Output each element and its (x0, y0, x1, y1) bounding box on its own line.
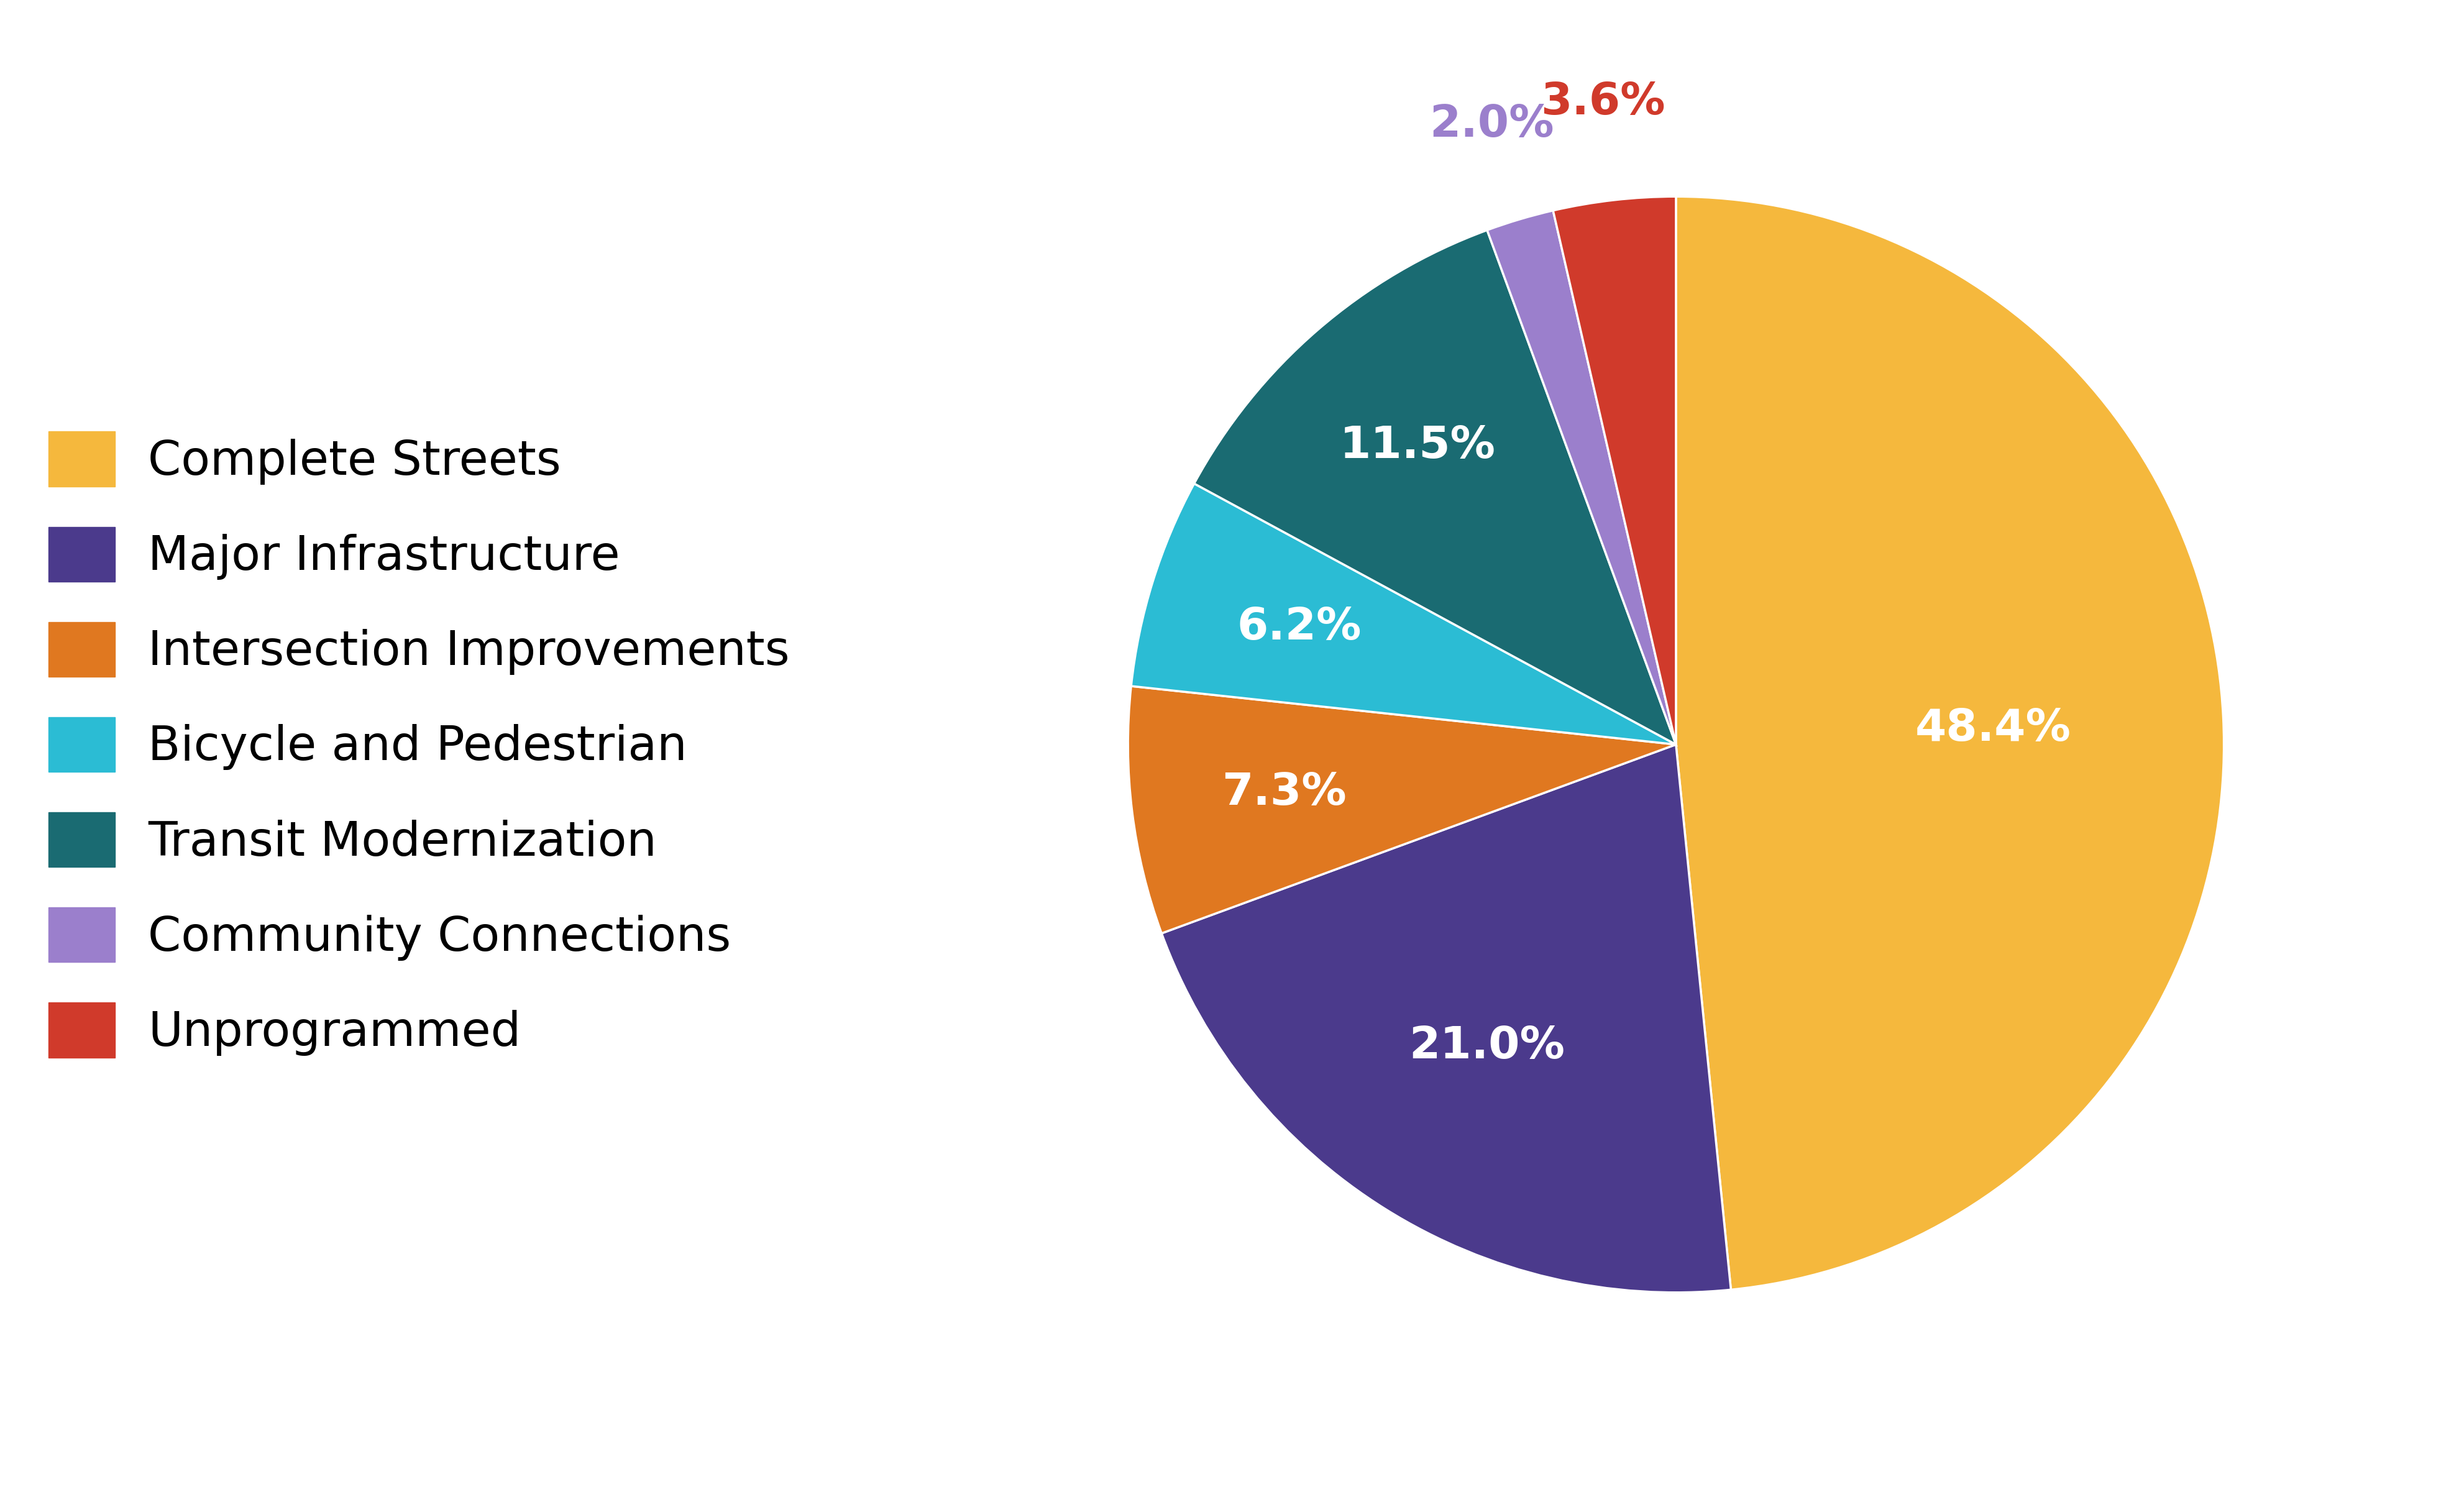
Text: 11.5%: 11.5% (1340, 424, 1496, 468)
Legend: Complete Streets, Major Infrastructure, Intersection Improvements, Bicycle and P: Complete Streets, Major Infrastructure, … (49, 432, 788, 1057)
Text: 3.6%: 3.6% (1540, 80, 1666, 124)
Wedge shape (1486, 210, 1676, 744)
Text: 48.4%: 48.4% (1915, 707, 2070, 750)
Wedge shape (1131, 484, 1676, 744)
Wedge shape (1552, 197, 1676, 744)
Wedge shape (1161, 744, 1730, 1292)
Text: 21.0%: 21.0% (1409, 1024, 1565, 1068)
Wedge shape (1195, 231, 1676, 744)
Text: 6.2%: 6.2% (1237, 606, 1360, 649)
Wedge shape (1676, 197, 2223, 1289)
Wedge shape (1129, 686, 1676, 934)
Text: 7.3%: 7.3% (1222, 771, 1345, 814)
Text: 2.0%: 2.0% (1429, 103, 1555, 146)
